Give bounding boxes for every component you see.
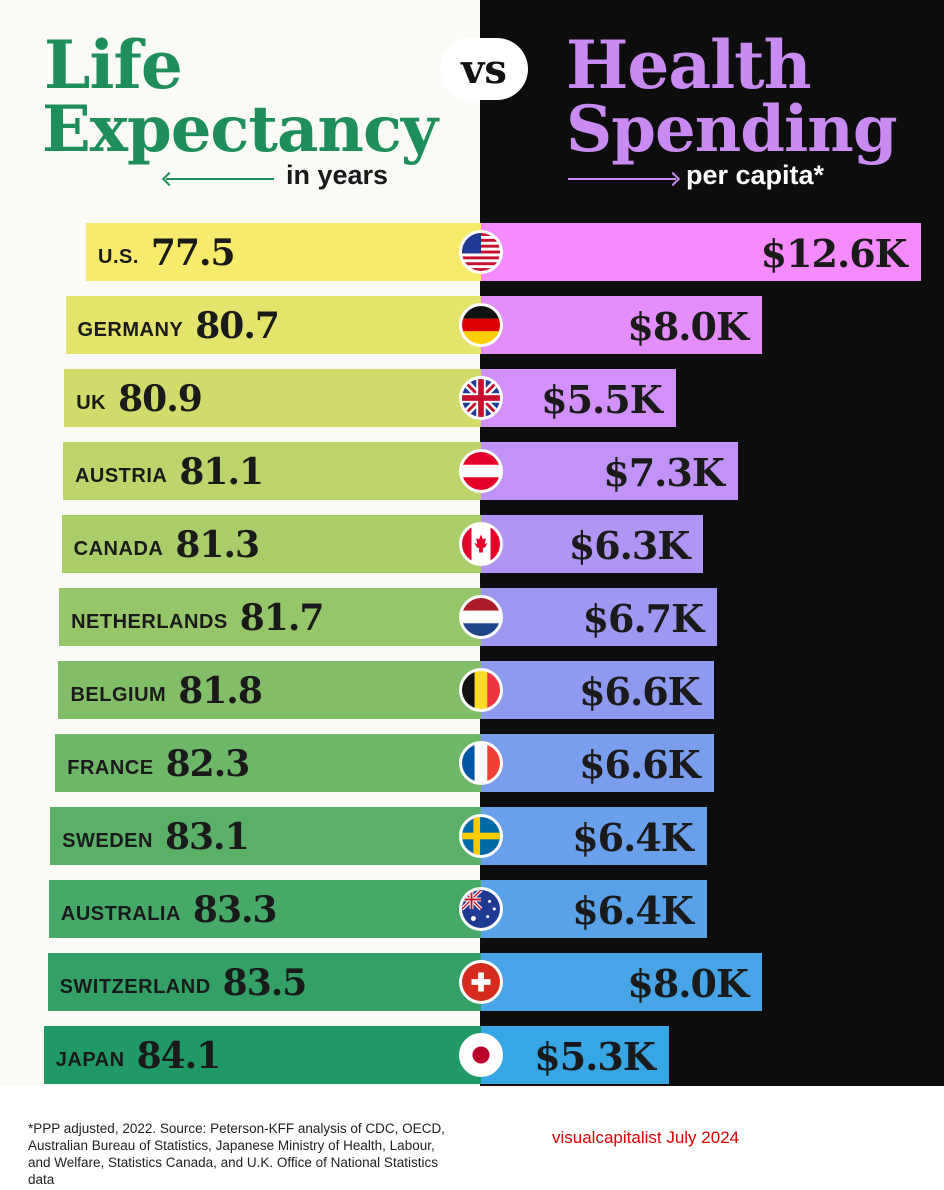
life-expectancy-label: 77.5 bbox=[150, 232, 236, 274]
life-expectancy-bar bbox=[47, 953, 481, 1011]
health-spending-bar bbox=[481, 588, 718, 646]
health-spending-label: $6.6K bbox=[579, 742, 701, 787]
belgium-flag-icon bbox=[459, 668, 503, 712]
health-spending-label: $6.6K bbox=[579, 669, 701, 714]
life-expectancy-label: 80.9 bbox=[118, 378, 203, 420]
life-expectancy-bar bbox=[59, 588, 481, 646]
footnote: *PPP adjusted, 2022. Source: Peterson-KF… bbox=[28, 1121, 445, 1187]
health-spending-bar bbox=[481, 369, 676, 427]
health-spending-label: $7.3K bbox=[603, 450, 725, 495]
life-expectancy-bar bbox=[65, 296, 481, 354]
country-label: BELGIUM bbox=[70, 684, 167, 706]
health-spending-bar bbox=[481, 223, 921, 281]
country-label: JAPAN bbox=[55, 1049, 125, 1071]
health-spending-bar bbox=[481, 734, 714, 792]
health-spending-bar bbox=[481, 442, 738, 500]
uk-flag-icon bbox=[459, 376, 503, 420]
germany-flag-icon bbox=[459, 303, 503, 347]
life-expectancy-label: 82.3 bbox=[165, 743, 251, 785]
life-expectancy-bar bbox=[62, 442, 481, 500]
health-spending-bar bbox=[481, 880, 707, 938]
health-spending-bar bbox=[481, 515, 704, 573]
country-label: NETHERLANDS bbox=[71, 611, 228, 633]
life-expectancy-bar bbox=[55, 734, 481, 792]
country-label: CANADA bbox=[73, 538, 164, 560]
france-flag-icon bbox=[459, 741, 503, 785]
health-spending-bar bbox=[481, 661, 714, 719]
life-expectancy-label: 83.1 bbox=[164, 816, 250, 858]
austria-flag-icon bbox=[459, 449, 503, 493]
australia-flag-icon bbox=[459, 887, 503, 931]
health-spending-bar bbox=[481, 296, 762, 354]
country-label: UK bbox=[76, 392, 107, 414]
life-expectancy-label: 81.3 bbox=[175, 524, 260, 566]
life-expectancy-label: 81.1 bbox=[179, 451, 264, 493]
sweden-flag-icon bbox=[459, 814, 503, 858]
health-spending-label: $8.0K bbox=[627, 304, 749, 349]
health-spending-label: $5.3K bbox=[534, 1034, 656, 1079]
health-spending-bar bbox=[481, 807, 707, 865]
life-expectancy-label: 81.8 bbox=[178, 670, 263, 712]
health-spending-bar bbox=[481, 1026, 669, 1084]
right-arrow-icon bbox=[568, 178, 676, 180]
health-spending-label: $8.0K bbox=[627, 961, 749, 1006]
right-subtitle: per capita* bbox=[686, 160, 825, 190]
life-expectancy-label: 83.5 bbox=[222, 962, 308, 1004]
life-expectancy-bar bbox=[64, 369, 481, 427]
health-spending-label: $5.5K bbox=[541, 377, 663, 422]
country-label: AUSTRALIA bbox=[60, 903, 181, 925]
right-title-line2: Spending bbox=[566, 92, 898, 167]
life-expectancy-bar bbox=[48, 880, 481, 938]
us-flag-icon bbox=[459, 230, 503, 274]
country-label: SWEDEN bbox=[62, 830, 153, 852]
health-spending-label: $6.4K bbox=[572, 815, 694, 860]
canada-flag-icon bbox=[459, 522, 503, 566]
left-subtitle: in years bbox=[286, 160, 389, 190]
country-label: AUSTRIA bbox=[74, 465, 168, 487]
life-expectancy-bar bbox=[86, 223, 481, 281]
left-arrow-icon bbox=[166, 178, 274, 180]
left-title-line1: Life bbox=[44, 26, 183, 104]
vs-badge: vs bbox=[440, 38, 528, 100]
health-spending-bar bbox=[481, 953, 762, 1011]
life-expectancy-label: 81.7 bbox=[239, 597, 325, 639]
life-expectancy-label: 80.7 bbox=[195, 305, 280, 347]
life-expectancy-bar bbox=[58, 661, 481, 719]
life-expectancy-bar bbox=[61, 515, 481, 573]
health-spending-label: $6.4K bbox=[572, 888, 694, 933]
credit: visualcapitalist July 2024 bbox=[552, 1128, 740, 1147]
country-label: FRANCE bbox=[67, 757, 154, 779]
right-title-line1: Health bbox=[566, 26, 812, 104]
health-spending-label: $12.6K bbox=[760, 231, 908, 276]
health-spending-label: $6.7K bbox=[582, 596, 705, 641]
life-expectancy-bar bbox=[43, 1026, 481, 1084]
health-spending-label: $6.3K bbox=[568, 523, 691, 568]
switzerland-flag-icon bbox=[459, 960, 503, 1004]
country-label: SWITZERLAND bbox=[59, 976, 211, 998]
japan-flag-icon bbox=[459, 1033, 503, 1077]
life-expectancy-label: 84.1 bbox=[136, 1035, 222, 1077]
netherlands-flag-icon bbox=[459, 595, 503, 639]
life-expectancy-label: 83.3 bbox=[192, 889, 278, 931]
left-title-line2: Expectancy bbox=[42, 92, 438, 167]
country-label: U.S. bbox=[98, 246, 139, 268]
life-expectancy-bar bbox=[50, 807, 481, 865]
country-label: GERMANY bbox=[77, 319, 184, 341]
